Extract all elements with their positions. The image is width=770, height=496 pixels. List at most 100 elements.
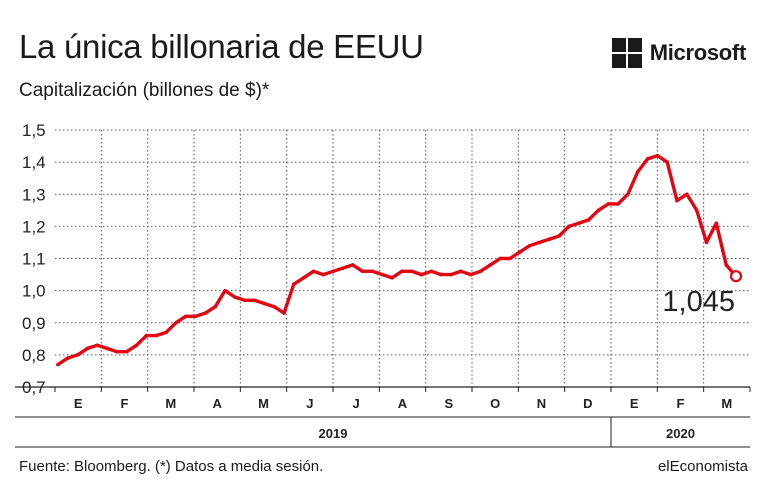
x-axis: E F M A M J J A S O N D E F M 2019 2020 (15, 386, 751, 448)
chart-subtitle: Capitalización (billones de $)* (19, 80, 270, 101)
data-point (694, 208, 699, 213)
month-label: J (306, 396, 313, 411)
data-point (714, 221, 719, 225)
y-axis: 1,51,41,31,21,11,00,90,80,7 (22, 121, 46, 397)
year-label: 2020 (666, 426, 695, 441)
data-point (311, 269, 316, 274)
year-label: 2019 (319, 426, 348, 441)
data-point (56, 362, 60, 367)
data-point (626, 192, 630, 197)
data-point (586, 218, 591, 222)
data-point (685, 192, 689, 197)
grid (55, 129, 750, 388)
y-tick-label: 1,1 (22, 250, 46, 269)
data-point (508, 256, 512, 261)
data-point (478, 269, 483, 274)
data-point (567, 224, 571, 229)
brand: Microsoft (611, 38, 746, 68)
publisher-credit: elEconomista (657, 458, 748, 475)
month-label: M (165, 396, 176, 411)
data-point (468, 272, 473, 277)
data-point (429, 269, 434, 274)
month-label: A (212, 396, 222, 411)
data-point (400, 269, 404, 274)
last-value-marker (729, 270, 743, 283)
data-point (635, 169, 640, 174)
month-label: F (677, 396, 685, 411)
data-point (724, 263, 728, 267)
data-point (596, 208, 601, 213)
data-point (645, 157, 650, 161)
data-point (409, 269, 414, 274)
data-point (704, 240, 709, 245)
month-label: D (583, 396, 592, 411)
month-label: F (121, 396, 129, 411)
data-point (321, 272, 326, 277)
data-point (203, 311, 208, 315)
series-layer (56, 153, 738, 367)
y-tick-label: 1,5 (22, 121, 46, 140)
y-tick-label: 1,4 (22, 153, 46, 172)
data-point (459, 269, 463, 274)
data-point (242, 298, 247, 303)
month-label: E (74, 396, 83, 411)
data-point (193, 314, 198, 319)
data-point (164, 330, 168, 335)
data-point (124, 349, 129, 354)
data-point (66, 356, 70, 360)
data-point (498, 256, 502, 261)
data-point (537, 240, 542, 245)
data-point (213, 304, 218, 309)
data-point (75, 353, 80, 357)
y-tick-label: 0,9 (22, 314, 46, 333)
data-point (115, 349, 119, 354)
data-point (449, 272, 453, 277)
data-point (134, 343, 139, 348)
data-point (390, 275, 394, 280)
data-point (665, 160, 670, 164)
data-point (547, 237, 552, 242)
last-value-label: 1,045 (662, 286, 735, 318)
data-point (419, 272, 424, 277)
data-point (616, 202, 620, 206)
data-point (282, 311, 286, 315)
data-point (576, 221, 581, 225)
data-point (233, 295, 237, 299)
data-point (341, 266, 345, 270)
data-point (292, 282, 296, 287)
data-point (360, 269, 365, 274)
data-point (331, 269, 335, 274)
data-point (252, 298, 257, 303)
data-point (675, 198, 679, 203)
month-label: N (537, 396, 546, 411)
data-point (262, 301, 267, 306)
data-point (380, 272, 385, 277)
data-point (439, 272, 444, 277)
data-point (527, 243, 532, 248)
month-label: O (490, 396, 500, 411)
data-point (85, 346, 90, 351)
data-point (655, 153, 660, 158)
data-point (301, 275, 306, 280)
month-label: M (721, 396, 732, 411)
data-point (95, 343, 100, 348)
y-tick-label: 1,2 (22, 217, 46, 236)
y-tick-label: 1,3 (22, 185, 46, 204)
chart-title: La única billonaria de EEUU (19, 28, 424, 65)
month-label: M (258, 396, 269, 411)
month-label: A (398, 396, 408, 411)
month-label: S (444, 396, 453, 411)
microsoft-logo-icon (611, 38, 642, 68)
data-point (488, 263, 493, 267)
month-label: J (353, 396, 360, 411)
data-point (606, 202, 611, 206)
data-point (350, 263, 355, 267)
data-point (518, 250, 522, 254)
series-line (56, 154, 738, 367)
y-tick-label: 1,0 (22, 282, 46, 301)
data-point (223, 288, 227, 293)
data-point (105, 346, 109, 351)
source-note: Fuente: Bloomberg. (*) Datos a media ses… (19, 458, 324, 475)
data-point (272, 304, 276, 309)
